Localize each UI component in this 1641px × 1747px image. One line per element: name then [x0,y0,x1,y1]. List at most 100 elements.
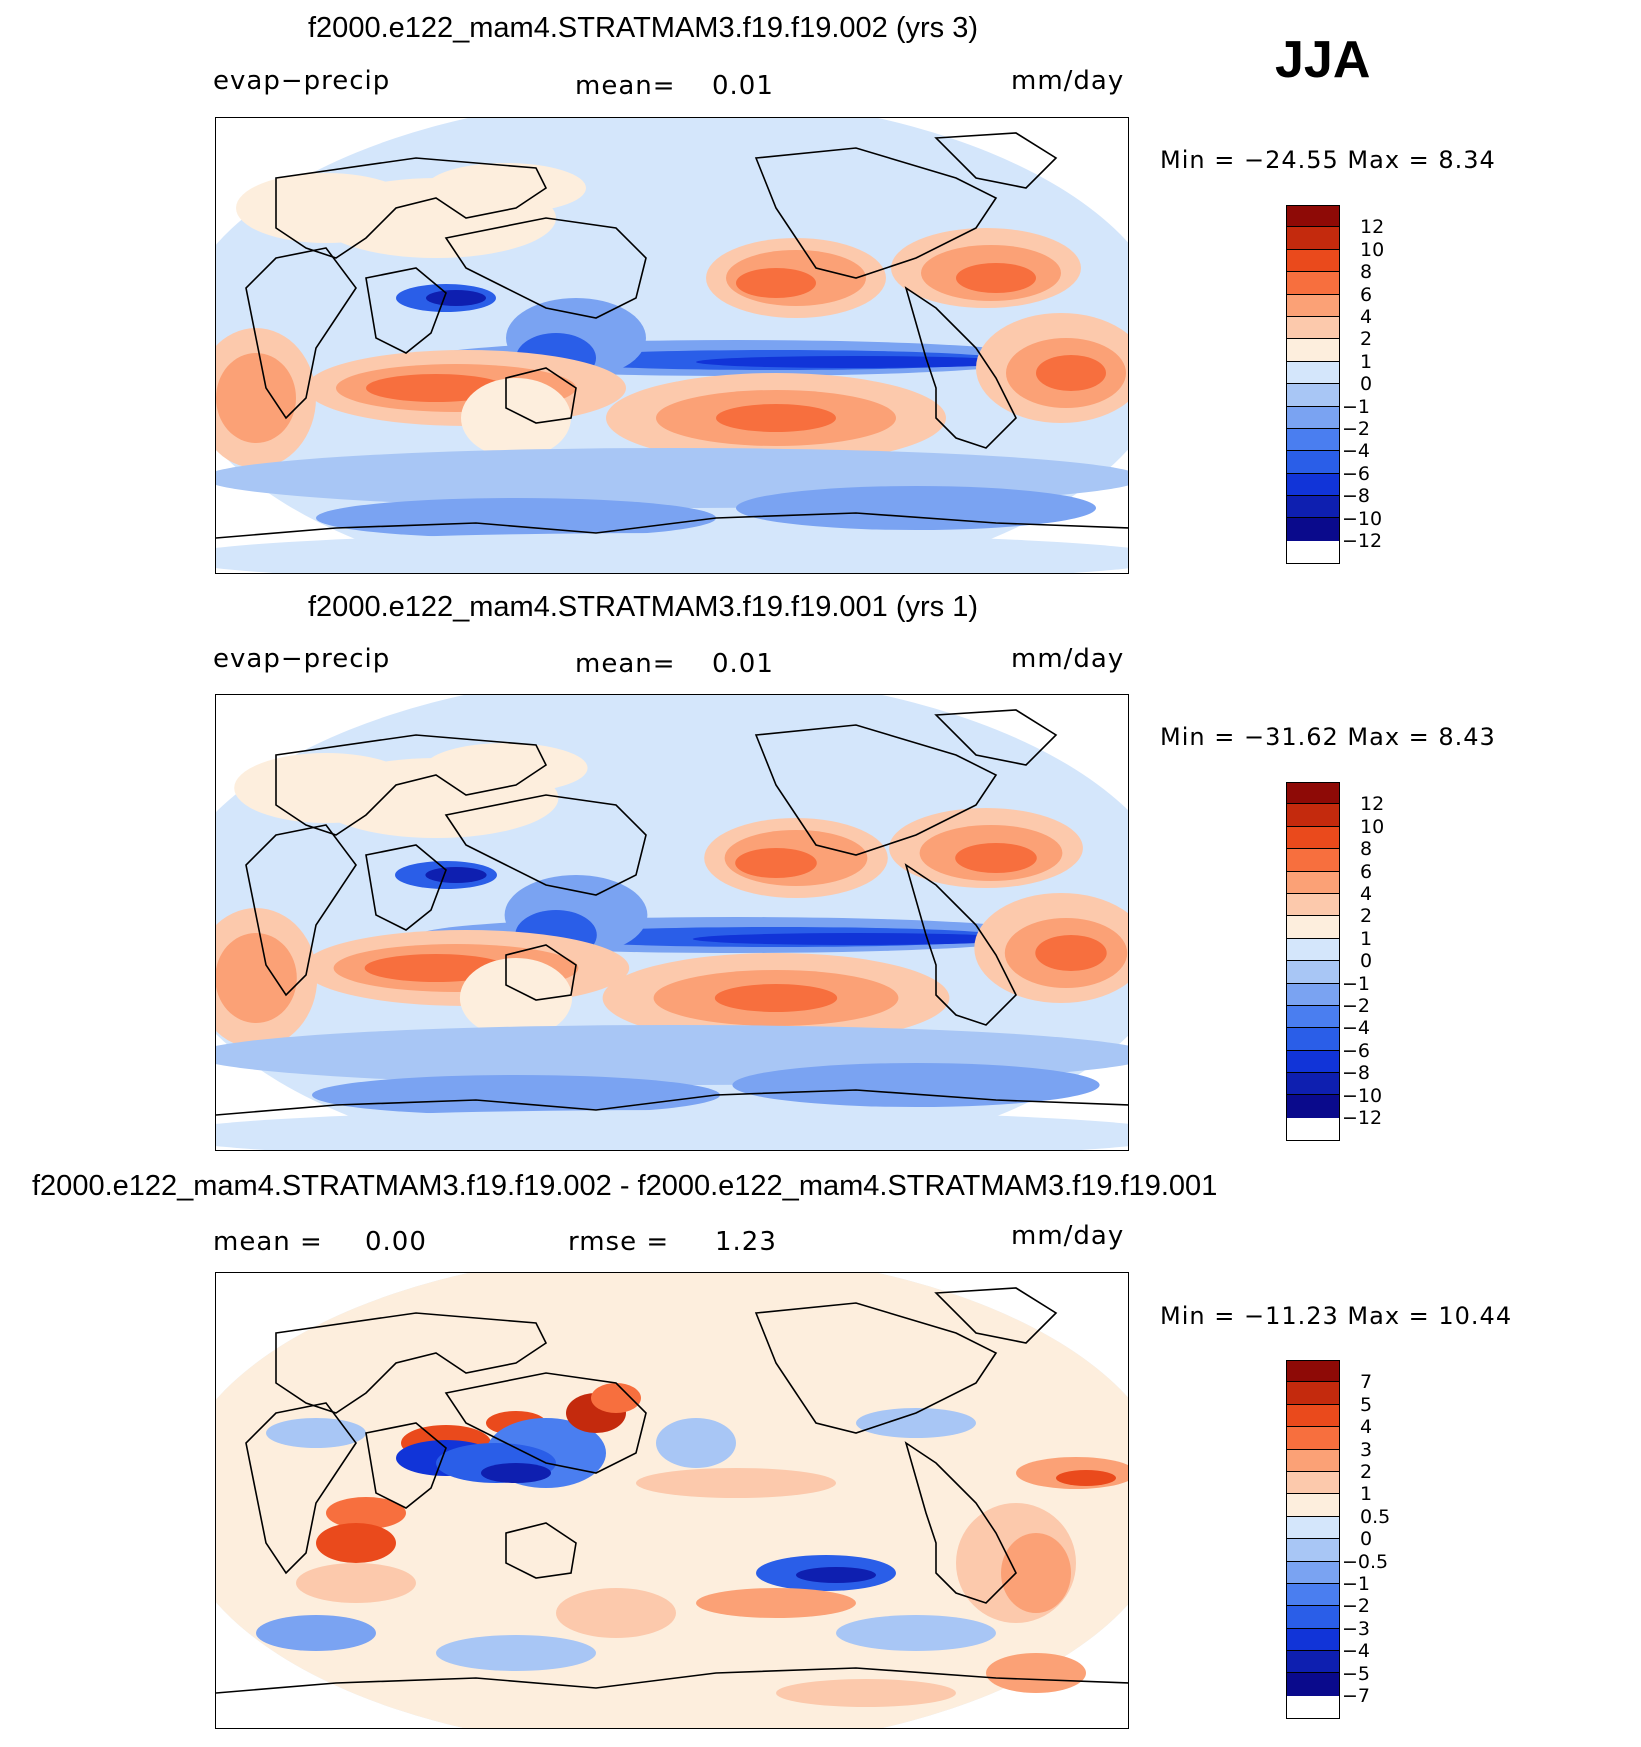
season-label: JJA [1275,31,1371,89]
colorbar-tick-label: −6 [1342,462,1371,485]
colorbar-tick-label: 12 [1360,216,1385,239]
contour-region [1001,1533,1071,1613]
colorbar-tick-label: 6 [1360,860,1373,883]
colorbar-tick-label: 2 [1360,905,1373,928]
colorbar-tick-label: 2 [1360,328,1373,351]
colorbar-swatch [1286,1404,1340,1428]
panel-2-colorbar [1286,782,1340,1118]
coastline [444,217,647,319]
colorbar-tick-label: 0.5 [1360,1505,1391,1528]
contour-region [426,163,586,213]
colorbar-swatch [1286,983,1340,1006]
colorbar-swatch [1286,339,1340,362]
coastline [275,734,548,836]
contour-region [236,173,416,243]
panel-1-map-field [216,118,1128,573]
colorbar-tick-label: −1 [1342,972,1371,995]
contour-region [481,1463,551,1483]
colorbar-tick-label: −1 [1342,395,1371,418]
contour-region [696,1588,856,1618]
contour-region [216,533,1128,573]
colorbar-tick-label: 1 [1360,927,1373,950]
coastline [216,1667,1128,1694]
colorbar-swatch [1286,1673,1340,1696]
colorbar-tick-label: 12 [1360,793,1385,816]
panel-2-title: f2000.e122_mam4.STRATMAM3.f19.f19.001 (y… [308,591,978,623]
panel-1-mean-value: 0.01 [712,71,774,101]
coastline [365,267,447,354]
panel-2-min-max: Min = −31.62 Max = 8.43 [1160,723,1496,751]
coastline [934,1287,1058,1344]
coastline [245,1402,357,1575]
colorbar-swatch [1286,1494,1340,1517]
colorbar-swatch [1286,294,1340,317]
colorbar-tick-label: 5 [1360,1393,1373,1416]
coastline [754,1302,998,1434]
coastline [754,724,998,856]
panel-1-mean-label: mean= [575,71,676,101]
colorbar-swatch [1286,782,1340,805]
panel-1-min-max: Min = −24.55 Max = 8.34 [1160,146,1496,174]
colorbar-tick-label: −8 [1342,485,1371,508]
colorbar-tick-label: −12 [1342,530,1383,552]
contour-region [856,1408,976,1438]
colorbar-swatch [1286,849,1340,872]
colorbar-swatch [1286,227,1340,250]
coastline [904,286,1017,449]
colorbar-tick-label: 2 [1360,1461,1373,1483]
contour-region [955,843,1037,873]
colorbar-swatch [1286,428,1340,452]
colorbar-swatch [1286,272,1340,295]
colorbar-tick-label: −10 [1342,1084,1383,1107]
panel-2-map [215,694,1129,1151]
colorbar-tick-label: 0 [1360,1528,1373,1551]
colorbar-swatch [1286,205,1340,228]
contour-region [312,1075,720,1115]
contour-region [1056,1470,1116,1486]
colorbar-swatch [1286,1583,1340,1607]
contour-region [459,958,573,1038]
colorbar-tick-label: −5 [1342,1662,1371,1685]
panel-3-mean-label: mean = [213,1227,323,1257]
contour-region [426,290,486,306]
contour-region [591,1383,641,1413]
contour-region [216,353,296,443]
contour-region [461,378,571,458]
colorbar-swatch [1286,518,1340,541]
colorbar-tick-label: −4 [1342,1017,1371,1040]
panel-3-colorbar [1286,1360,1340,1696]
contour-region [692,933,1020,945]
panel-3-title: f2000.e122_mam4.STRATMAM3.f19.f19.002 - … [32,1170,1218,1202]
colorbar-tick-label: 6 [1360,283,1373,306]
contour-region [732,1063,1100,1107]
colorbar-swatch [1286,871,1340,894]
contour-region [735,848,817,878]
colorbar-tick-label: −2 [1342,418,1371,440]
colorbar-tick-label: 4 [1360,1416,1373,1439]
colorbar-tick-label: −10 [1342,507,1383,530]
contour-region [716,404,836,432]
contour-region [216,1110,1128,1150]
colorbar-swatch [1286,1606,1340,1629]
colorbar-swatch [1286,1095,1340,1118]
contour-region [436,1635,596,1671]
coastline [904,863,1017,1026]
colorbar-tick-label: −2 [1342,995,1371,1017]
colorbar-tick-label: 4 [1360,306,1373,328]
colorbar-tick-label: −7 [1342,1685,1371,1707]
panel-3-units: mm/day [1011,1221,1125,1251]
colorbar-tick-label: −6 [1342,1039,1371,1062]
contour-region [425,867,487,883]
coastline [754,147,998,279]
panel-2-variable-label: evap−precip [213,644,391,674]
panel-3-min-max: Min = −11.23 Max = 10.44 [1160,1302,1513,1330]
colorbar-swatch [1286,1516,1340,1540]
colorbar-tick-label: 8 [1360,838,1373,861]
contour-region [256,1615,376,1651]
colorbar-tick-label: 7 [1360,1371,1373,1394]
colorbar-swatch [1286,249,1340,273]
panel-1-variable-label: evap−precip [213,66,391,96]
contour-region [636,1468,836,1498]
coastline [275,1312,548,1414]
contour-region [424,743,588,793]
